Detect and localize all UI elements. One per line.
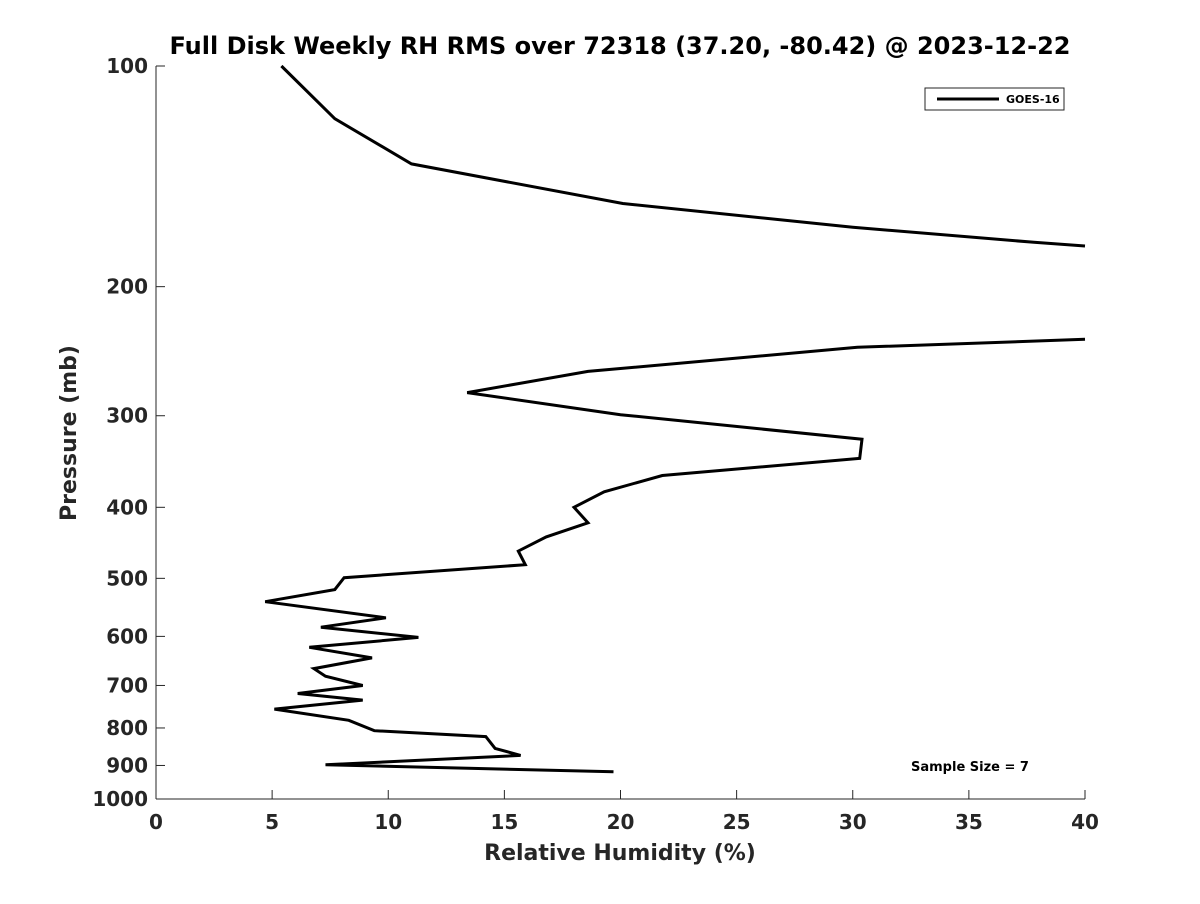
y-tick-label: 600 — [106, 624, 148, 648]
series-line — [280, 64, 1086, 248]
y-tick-label: 100 — [106, 54, 148, 78]
legend: GOES-16 — [924, 87, 1065, 111]
series-line — [264, 337, 1086, 774]
legend-label: GOES-16 — [1006, 93, 1060, 106]
x-tick-label: 15 — [490, 810, 518, 834]
x-tick-label: 20 — [607, 810, 635, 834]
y-tick-label: 700 — [106, 673, 148, 697]
y-axis-label: Pressure (mb) — [57, 345, 82, 521]
y-tick-label: 500 — [106, 566, 148, 590]
series-layer — [264, 64, 1086, 774]
x-tick-label: 0 — [149, 810, 163, 834]
sample-size-annotation: Sample Size = 7 — [911, 760, 1029, 775]
x-ticks: 0 5 10 15 20 25 30 35 40 — [149, 790, 1099, 834]
y-ticks: 100 200 300 400 500 600 700 800 900 1000 — [92, 54, 165, 811]
x-tick-label: 35 — [955, 810, 983, 834]
x-tick-label: 40 — [1071, 810, 1099, 834]
x-tick-label: 30 — [839, 810, 867, 834]
chart-title: Full Disk Weekly RH RMS over 72318 (37.2… — [169, 32, 1070, 60]
y-tick-label: 300 — [106, 404, 148, 428]
y-tick-label: 900 — [106, 753, 148, 777]
y-tick-label: 200 — [106, 275, 148, 299]
x-tick-label: 25 — [723, 810, 751, 834]
x-tick-label: 5 — [265, 810, 279, 834]
x-tick-label: 10 — [374, 810, 402, 834]
y-tick-label: 1000 — [92, 787, 148, 811]
x-axis-label: Relative Humidity (%) — [484, 841, 756, 866]
y-tick-label: 400 — [106, 495, 148, 519]
y-tick-label: 800 — [106, 716, 148, 740]
